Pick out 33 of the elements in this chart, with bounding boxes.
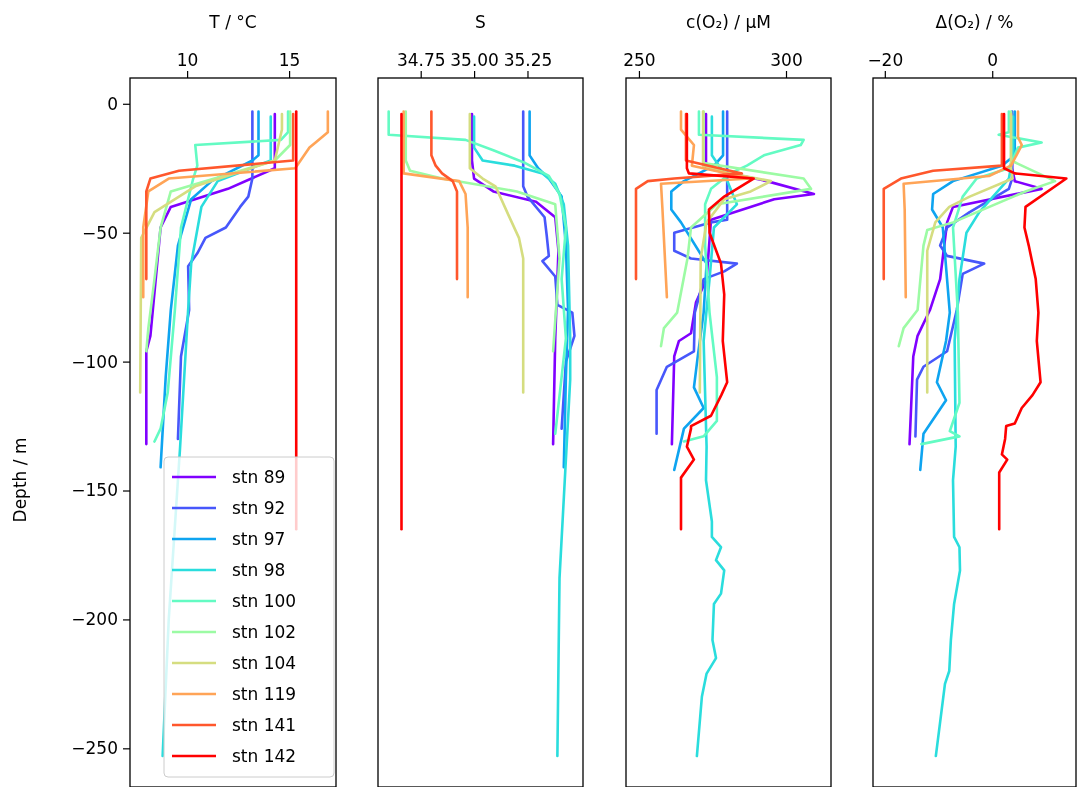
x-tick-label: −20 [867, 50, 904, 70]
legend-label: stn 119 [232, 684, 297, 704]
x-tick-label: 15 [278, 50, 301, 70]
legend-label: stn 98 [232, 560, 286, 580]
x-axis-title: Δ(O₂) / % [935, 12, 1014, 32]
legend-label: stn 104 [232, 653, 297, 673]
x-tick-label: 35.00 [450, 50, 499, 70]
x-tick-label: 10 [176, 50, 199, 70]
line-series [145, 112, 295, 281]
legend-label: stn 100 [232, 591, 297, 611]
legend-label: stn 89 [232, 467, 286, 487]
x-tick-label: 34.75 [396, 50, 446, 70]
y-tick-label: −50 [82, 222, 118, 243]
legend-label: stn 141 [232, 715, 297, 735]
x-tick-label: 0 [987, 50, 999, 70]
y-tick-label: −250 [71, 738, 118, 759]
x-axis-title: T / °C [208, 12, 257, 32]
legend-label: stn 102 [232, 622, 297, 642]
y-tick-label: 0 [107, 93, 118, 114]
x-tick-label: 35.25 [503, 50, 553, 70]
line-series [141, 110, 330, 299]
x-tick-label: 300 [770, 50, 803, 70]
line-series [153, 110, 290, 443]
y-tick-label: −100 [71, 351, 118, 372]
legend-label: stn 97 [232, 529, 286, 549]
y-tick-label: −150 [71, 480, 118, 501]
x-axis-title: c(O₂) / μM [686, 12, 771, 32]
y-tick-label: −200 [71, 609, 118, 630]
x-axis-title: S [475, 12, 486, 32]
legend-label: stn 142 [232, 746, 297, 766]
x-tick-label: 250 [623, 50, 656, 70]
legend-label: stn 92 [232, 498, 286, 518]
y-axis-title: Depth / m [10, 437, 30, 523]
